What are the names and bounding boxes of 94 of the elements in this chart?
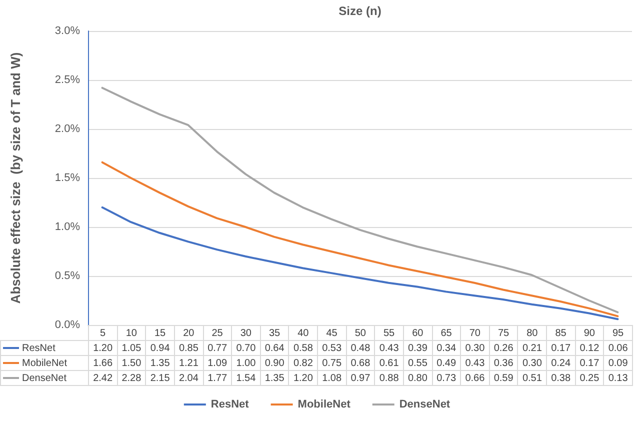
data-label: 1.05 [117,340,146,356]
y-tick-label: 2.5% [54,74,80,86]
x-tick-label: 90 [575,326,604,340]
data-label: 1.08 [318,370,346,386]
x-tick-label: 75 [489,326,518,340]
data-label: 0.66 [460,370,490,386]
data-label: 0.51 [518,370,546,386]
y-axis-title: Absolute effect size (by size of T and W) [8,52,23,304]
line-series [101,206,619,320]
data-label: 0.55 [403,356,432,370]
data-label: 2.28 [117,370,146,386]
data-label: 0.53 [318,340,346,356]
line-series [101,86,619,314]
x-tick-label: 95 [604,326,632,340]
data-label: 0.43 [460,356,490,370]
data-label: 0.59 [489,370,518,386]
x-axis-title: Size (n) [338,4,382,18]
legend-label: MobileNet [0,356,88,370]
text: DenseNet [399,398,450,410]
data-label: 0.75 [318,356,346,370]
data-label: 0.49 [432,356,461,370]
data-label: 0.85 [174,340,203,356]
data-label: 2.04 [174,370,203,386]
legend-label: ResNet [0,340,88,356]
x-tick-label: 50 [346,326,375,340]
data-label: 0.68 [346,356,375,370]
data-label: 1.35 [260,370,289,386]
data-label: 0.30 [460,340,490,356]
text: MobileNet [298,398,350,410]
data-label: 1.09 [203,356,232,370]
line-series [101,161,619,318]
data-label: 0.64 [260,340,289,356]
x-tick-label: 30 [232,326,260,340]
x-tick-label: 70 [460,326,490,340]
data-label: 0.24 [546,356,576,370]
y-tick-label: 2.0% [54,123,80,135]
x-tick-label: 35 [260,326,289,340]
data-label: 1.35 [146,356,174,370]
x-tick-label: 55 [374,326,404,340]
data-label: 0.34 [432,340,461,356]
data-label: 1.20 [88,340,118,356]
y-tick-label: 3.0% [54,25,80,37]
data-label: 1.77 [203,370,232,386]
data-label: 0.48 [346,340,375,356]
x-tick-label: 10 [117,326,146,340]
x-tick-label: 5 [88,326,118,340]
x-tick-label: 80 [518,326,546,340]
data-label: 0.73 [432,370,461,386]
data-label: 0.97 [346,370,375,386]
data-label: 0.80 [403,370,432,386]
x-tick-label: 60 [403,326,432,340]
x-tick-label: 20 [174,326,203,340]
data-label: 0.77 [203,340,232,356]
data-label: 0.43 [374,340,404,356]
data-label: 0.39 [403,340,432,356]
y-tick-label: 0.5% [54,270,80,282]
data-label: 0.88 [374,370,404,386]
data-label: 0.13 [604,370,632,386]
data-label: 1.21 [174,356,203,370]
data-label: 1.00 [232,356,260,370]
data-label: 0.58 [288,340,318,356]
data-label: 0.25 [575,370,604,386]
x-tick-label: 45 [318,326,346,340]
y-tick-label: 1.0% [54,221,80,233]
x-tick-label: 85 [546,326,576,340]
data-label: 0.30 [518,356,546,370]
x-tick-label: 15 [146,326,174,340]
data-label: 0.21 [518,340,546,356]
data-label: 0.12 [575,340,604,356]
x-tick-label: 40 [288,326,318,340]
data-label: 0.70 [232,340,260,356]
data-label: 2.15 [146,370,174,386]
data-label: 0.26 [489,340,518,356]
data-label: 0.36 [489,356,518,370]
data-label: 1.20 [288,370,318,386]
data-label: 0.94 [146,340,174,356]
data-label: 0.17 [546,340,576,356]
x-tick-label: 65 [432,326,461,340]
data-label: 1.50 [117,356,146,370]
y-tick-label: 0.0% [54,319,80,331]
data-label: 0.38 [546,370,576,386]
data-label: 0.90 [260,356,289,370]
data-label: 0.17 [575,356,604,370]
data-label: 2.42 [88,370,118,386]
data-label: 0.09 [604,356,632,370]
data-label: 1.54 [232,370,260,386]
data-label: 0.61 [374,356,404,370]
data-label: 0.06 [604,340,632,356]
legend-label: DenseNet [0,370,88,386]
y-tick-label: 1.5% [54,172,80,184]
data-label: 0.82 [288,356,318,370]
x-tick-label: 25 [203,326,232,340]
data-label: 1.66 [88,356,118,370]
text: ResNet [210,398,249,410]
